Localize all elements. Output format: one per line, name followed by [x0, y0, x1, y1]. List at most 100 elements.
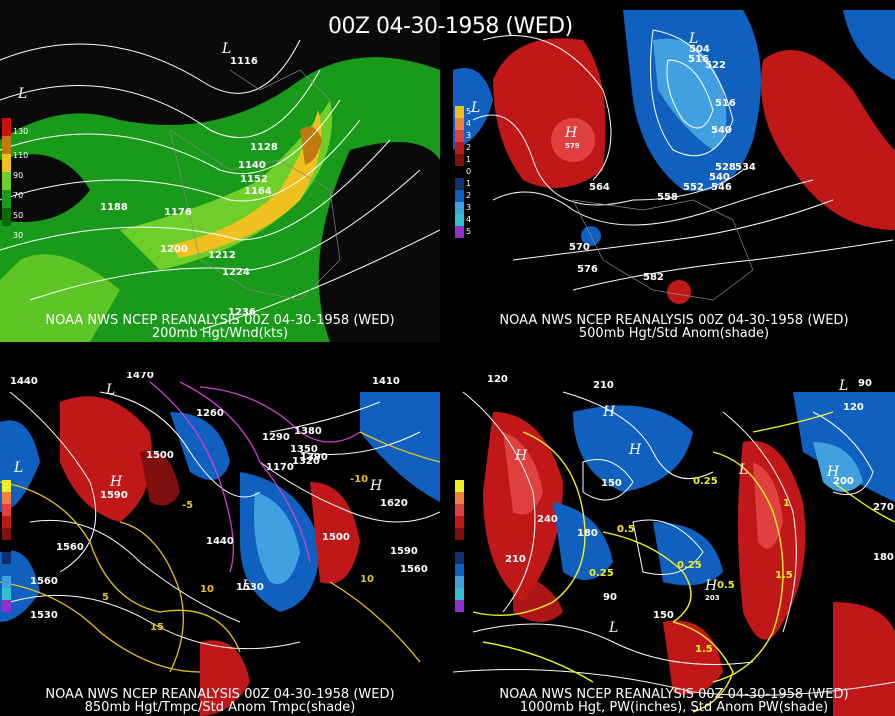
colorbar-label: 70: [13, 191, 24, 200]
colorbar-label: 4: [466, 119, 472, 128]
contour-label: 1164: [244, 186, 272, 197]
svg-text:H: H: [369, 478, 383, 494]
map-1000mb-pw: H H H H L H L L 120 210 240 150 180 90 9…: [453, 374, 895, 716]
panel-subcaption: 850mb Hgt/Tmpc/Std Anom Tmpc(shade): [84, 700, 356, 715]
contour-label: 516: [715, 98, 736, 109]
contour-label: 210: [505, 554, 526, 565]
svg-text:H: H: [628, 442, 642, 458]
colorbar-label: 2: [466, 191, 472, 200]
main-title: 00Z 04-30-1958 (WED): [328, 14, 573, 39]
contour-label: 1410: [372, 376, 400, 387]
colorbar-label: 1: [466, 155, 472, 164]
pw-label: 0.5: [717, 580, 735, 591]
contour-label: 504: [689, 44, 710, 55]
contour-label: 180: [577, 528, 598, 539]
contour-label: 1590: [390, 546, 418, 557]
contour-label: 516: [688, 54, 709, 65]
map-500mb-anomaly: H L L 504 516 522 516 540 528 5 3 4 540 54…: [453, 10, 895, 304]
colorbar-label: 3: [466, 203, 472, 212]
contour-label: 200: [833, 476, 854, 487]
svg-text:L: L: [688, 31, 698, 47]
contour-label: 1212: [208, 250, 236, 261]
contour-label: 150: [653, 610, 674, 621]
contour-label: 552: [683, 182, 704, 193]
pw-label: 0.25: [677, 560, 702, 571]
temp-label: -5: [182, 500, 193, 511]
contour-label: 240: [537, 514, 558, 525]
panel-200mb: L L 1116 1128 1140 1152 1164 1176 1188 1…: [0, 0, 440, 342]
colorbar-850mb: [2, 480, 11, 612]
contour-label: 1440: [10, 376, 38, 387]
colorbar-label: 2: [466, 143, 472, 152]
contour-label: 546: [711, 182, 732, 193]
svg-text:H: H: [704, 578, 718, 594]
panel-subcaption: 1000mb Hgt, PW(inches), Std Anom PW(shad…: [519, 700, 829, 715]
contour-label: 1320: [292, 456, 320, 467]
colorbar-label: 50: [13, 211, 24, 220]
svg-text:L: L: [105, 382, 115, 398]
pw-label: 1.5: [775, 570, 793, 581]
contour-label: 90: [858, 378, 872, 389]
colorbar-label: 5: [466, 107, 472, 116]
contour-label: 522: [705, 60, 726, 71]
panel-caption: NOAA NWS NCEP REANALYSIS 00Z 04-30-1958 …: [499, 687, 849, 702]
contour-label: 579: [565, 142, 580, 150]
contour-label: 180: [873, 552, 894, 563]
panel-subcaption: 500mb Hgt/Std Anom(shade): [578, 326, 770, 341]
panel-caption: NOAA NWS NCEP REANALYSIS 00Z 04-30-1958 …: [45, 687, 395, 702]
colorbar-200mb: [2, 118, 11, 226]
svg-text:H: H: [109, 474, 123, 490]
contour-label: 528: [715, 162, 736, 173]
colorbar-label: 0: [466, 167, 472, 176]
panel-caption: NOAA NWS NCEP REANALYSIS 00Z 04-30-1958 …: [45, 313, 395, 328]
contour-label: 1620: [380, 498, 408, 509]
contour-label: 1560: [56, 542, 84, 553]
pw-label: 1: [783, 498, 790, 509]
svg-text:L: L: [470, 100, 480, 116]
contour-label: 1560: [400, 564, 428, 575]
contour-label: 1200: [160, 244, 188, 255]
pw-label: 0.25: [693, 476, 718, 487]
svg-text:L: L: [13, 460, 23, 476]
contour-label: 270: [873, 502, 894, 513]
contour-label: 1380: [294, 426, 322, 437]
contour-label: 1260: [196, 408, 224, 419]
contour-label: 1236: [228, 307, 256, 318]
panel-500mb: H L L 504 516 522 516 540 528 5 3 4 540 54…: [453, 0, 895, 342]
contour-label: 1530: [236, 582, 264, 593]
temp-label: -10: [350, 474, 368, 485]
colorbar-500mb: [455, 106, 464, 238]
contour-label: 120: [843, 402, 864, 413]
colorbar-label: 4: [466, 215, 472, 224]
temp-label: 15: [150, 622, 164, 633]
panel-850mb: L H L L H 1440 1470 1500 1530 1560 1590 …: [0, 372, 440, 716]
contour-label: 1390: [300, 452, 328, 463]
contour-label: 1500: [146, 450, 174, 461]
contour-label: 582: [643, 272, 664, 283]
svg-text:L: L: [738, 462, 748, 478]
contour-label: 1128: [250, 142, 278, 153]
contour-label: 1590: [100, 490, 128, 501]
contour-label: 1176: [164, 207, 192, 218]
contour-label: 150: [601, 478, 622, 489]
colorbar-label: 90: [13, 171, 24, 180]
contour-label: 540: [709, 172, 730, 183]
contour-label: 576: [577, 264, 598, 275]
svg-text:H: H: [564, 125, 578, 141]
contour-label: 1140: [238, 160, 266, 171]
contour-label: 1188: [100, 202, 128, 213]
panel-caption: NOAA NWS NCEP REANALYSIS 00Z 04-30-1958 …: [499, 313, 849, 328]
svg-text:L: L: [221, 41, 231, 57]
pw-label: 1.5: [695, 644, 713, 655]
contour-label: 1116: [230, 56, 258, 67]
contour-label: 1152: [240, 174, 268, 185]
panel-subcaption: 200mb Hgt/Wnd(kts): [151, 326, 289, 341]
contour-label: 540: [711, 125, 732, 136]
map-200mb-wind: L L 1116 1128 1140 1152 1164 1176 1188 1…: [0, 0, 440, 342]
svg-text:H: H: [514, 448, 528, 464]
colorbar-label: 1: [466, 179, 472, 188]
colorbar-label: 130: [13, 127, 29, 136]
contour-label: 1350: [290, 444, 318, 455]
temp-label: 10: [200, 584, 214, 595]
panel-1000mb: H H H H L H L L 120 210 240 150 180 90 9…: [453, 372, 895, 716]
